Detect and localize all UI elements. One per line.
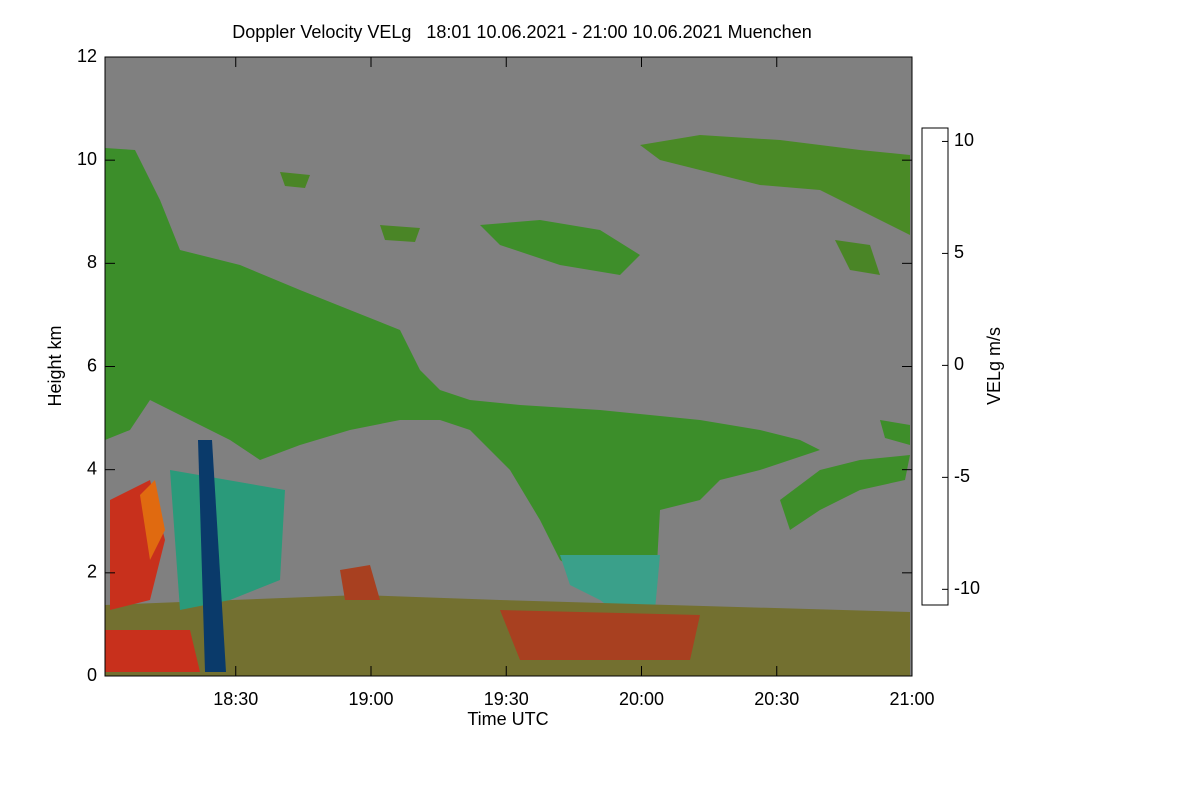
- cloud-region: [105, 480, 200, 672]
- x-tick-label: 21:00: [889, 689, 934, 709]
- cloud-region: [105, 595, 910, 676]
- cloud-region: [340, 565, 700, 660]
- chart-title: Doppler Velocity VELg 18:01 10.06.2021 -…: [232, 22, 811, 42]
- y-tick-label: 12: [77, 46, 97, 66]
- y-tick-label: 0: [87, 665, 97, 685]
- colorbar-tick-label: 0: [954, 354, 964, 374]
- colorbar-tick-label: -10: [954, 578, 980, 598]
- cloud-region: [480, 220, 640, 275]
- cloud-region: [140, 480, 165, 560]
- colorbar-label: VELg m/s: [984, 327, 1004, 405]
- x-tick-label: 18:30: [213, 689, 258, 709]
- cloud-region: [780, 420, 910, 530]
- y-tick-label: 6: [87, 355, 97, 375]
- x-axis-label: Time UTC: [467, 709, 548, 729]
- x-tick-label: 19:30: [484, 689, 529, 709]
- y-tick-label: 8: [87, 252, 97, 272]
- cloud-region: [560, 555, 660, 615]
- colorbar-tick-label: -5: [954, 466, 970, 486]
- cloud-region: [170, 470, 285, 610]
- y-tick-label: 2: [87, 562, 97, 582]
- x-tick-label: 19:00: [348, 689, 393, 709]
- x-tick-label: 20:00: [619, 689, 664, 709]
- colorbar: [921, 127, 949, 606]
- y-tick-label: 4: [87, 458, 97, 478]
- cloud-region: [198, 440, 226, 672]
- colorbar-tick-label: 10: [954, 130, 974, 150]
- echo-field: [105, 135, 910, 676]
- cloud-region: [105, 148, 820, 610]
- y-tick-label: 10: [77, 149, 97, 169]
- cloud-region: [640, 135, 910, 235]
- y-axis-label: Height km: [45, 325, 65, 406]
- colorbar-tick-label: 5: [954, 242, 964, 262]
- x-tick-label: 20:30: [754, 689, 799, 709]
